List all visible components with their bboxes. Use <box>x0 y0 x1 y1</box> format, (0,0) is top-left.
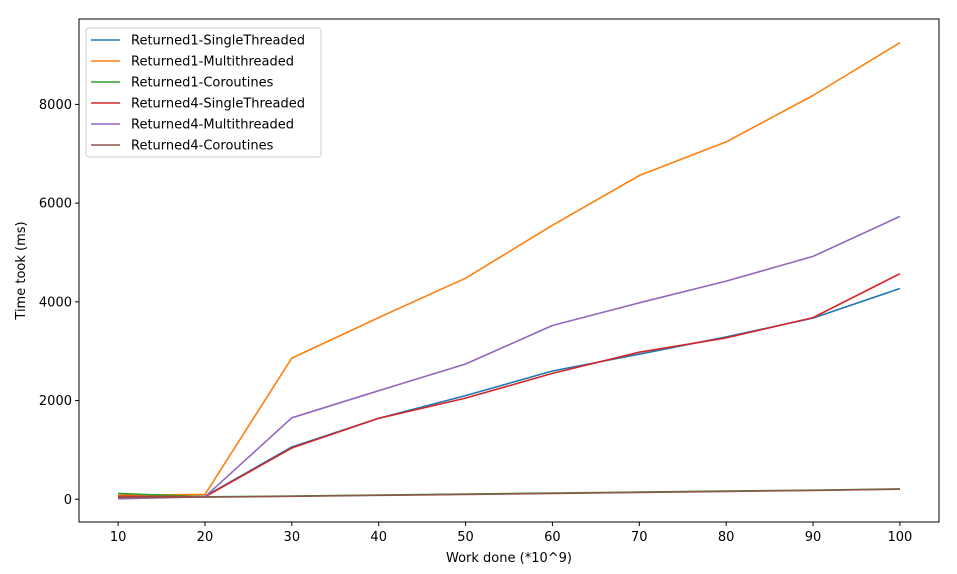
series-line-4 <box>118 272 901 498</box>
series-line-2 <box>118 42 901 497</box>
x-tick-label: 90 <box>805 530 822 545</box>
y-tick-label: 2000 <box>39 394 72 409</box>
legend-box <box>85 27 322 158</box>
y-axis: 0 2000 4000 6000 8000 <box>39 98 79 508</box>
x-tick-label: 30 <box>284 530 301 545</box>
x-tick-label: 50 <box>457 530 474 545</box>
series-line-5 <box>118 215 901 500</box>
x-tick-label: 20 <box>197 530 214 545</box>
plot-frame <box>78 18 940 523</box>
x-tick-label: 60 <box>544 530 561 545</box>
y-tick-label: 6000 <box>39 197 72 212</box>
x-axis: 10 20 30 40 50 60 70 80 90 100 <box>110 522 912 545</box>
series-lines <box>118 42 901 500</box>
y-tick-label: 0 <box>64 493 72 508</box>
x-tick-label: 70 <box>631 530 648 545</box>
legend-label: Returned4-Coroutines <box>131 139 274 154</box>
x-tick-label: 80 <box>718 530 735 545</box>
x-tick-label: 100 <box>887 530 912 545</box>
y-tick-label: 4000 <box>39 295 72 310</box>
legend-label: Returned4-SingleThreaded <box>131 97 305 112</box>
legend-label: Returned1-Coroutines <box>131 76 274 91</box>
x-axis-label: Work done (*10^9) <box>446 551 572 566</box>
series-line-6 <box>118 488 900 499</box>
y-tick-label: 8000 <box>39 98 72 113</box>
legend-label: Returned1-SingleThreaded <box>131 34 305 49</box>
x-tick-label: 10 <box>110 530 127 545</box>
legend: Returned1-SingleThreaded Returned1-Multit… <box>85 27 322 158</box>
y-axis-label: Time took (ms) <box>14 221 29 320</box>
legend-label: Returned4-Multithreaded <box>131 118 294 133</box>
x-tick-label: 40 <box>370 530 387 545</box>
legend-label: Returned1-Multithreaded <box>131 55 294 70</box>
